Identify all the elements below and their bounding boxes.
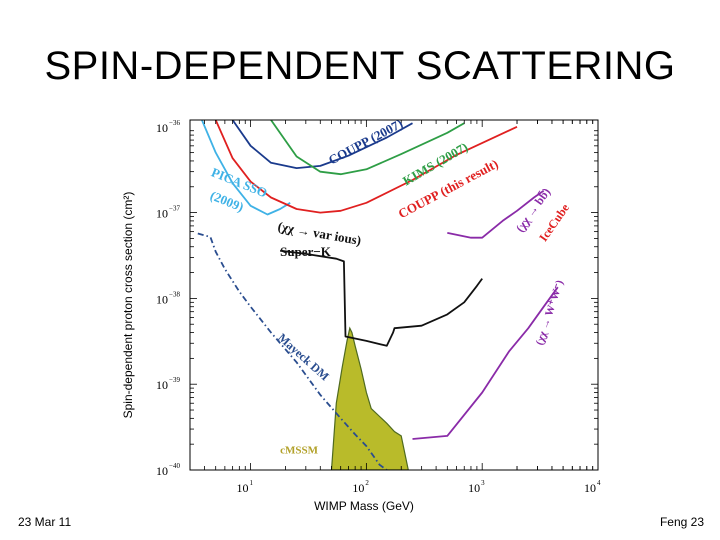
y-tick-exponent: −40 [169, 462, 180, 470]
annotation-label: COUPP (2007) [326, 116, 405, 168]
x-axis-label: WIMP Mass (GeV) [314, 499, 414, 513]
y-axis-label: Spin-dependent proton cross section (cm²… [121, 192, 135, 419]
footer-page: Feng 23 [659, 515, 704, 529]
footer-date: 23 Mar 11 [18, 515, 72, 529]
series-line-1 [231, 120, 413, 169]
chart-annotations: COUPP (2007)KIMS (2007)COUPP (this resul… [208, 116, 572, 457]
x-tick-exponent: 2 [365, 479, 369, 487]
chart-series [197, 120, 559, 470]
y-tick-label: 10 [156, 378, 168, 392]
x-tick-exponent: 4 [597, 479, 601, 487]
y-tick-label: 10 [156, 464, 168, 478]
series-line-4 [279, 249, 483, 347]
x-tick-label: 10 [237, 481, 249, 495]
x-tick-label: 10 [468, 481, 480, 495]
x-tick-exponent: 1 [250, 479, 254, 487]
y-tick-exponent: −39 [169, 376, 180, 384]
series-line-3 [214, 120, 518, 214]
x-tick-label: 10 [584, 481, 596, 495]
y-tick-exponent: −38 [169, 290, 180, 298]
annotation-label: Super−K [280, 244, 332, 259]
y-tick-exponent: −36 [169, 119, 180, 127]
y-tick-exponent: −37 [169, 205, 180, 213]
series-line-2 [270, 120, 465, 176]
annotation-label: cMSSM [280, 445, 319, 457]
region-cmssm [330, 326, 409, 470]
series-line-0 [201, 120, 291, 216]
annotation-label: COUPP (this result) [396, 156, 501, 221]
series-line-5 [447, 189, 545, 239]
series-line-7 [197, 232, 388, 470]
x-tick-label: 10 [352, 481, 364, 495]
y-tick-label: 10 [156, 292, 168, 306]
x-tick-exponent: 3 [481, 479, 485, 487]
slide-title: SPIN-DEPENDENT SCATTERING [44, 44, 676, 88]
y-tick-label: 10 [156, 121, 168, 135]
y-tick-label: 10 [156, 207, 168, 221]
chart-regions [330, 326, 409, 470]
series-line-6 [412, 286, 559, 440]
annotation-label: Mayeck DM [275, 330, 332, 383]
plot-frame [189, 119, 599, 471]
